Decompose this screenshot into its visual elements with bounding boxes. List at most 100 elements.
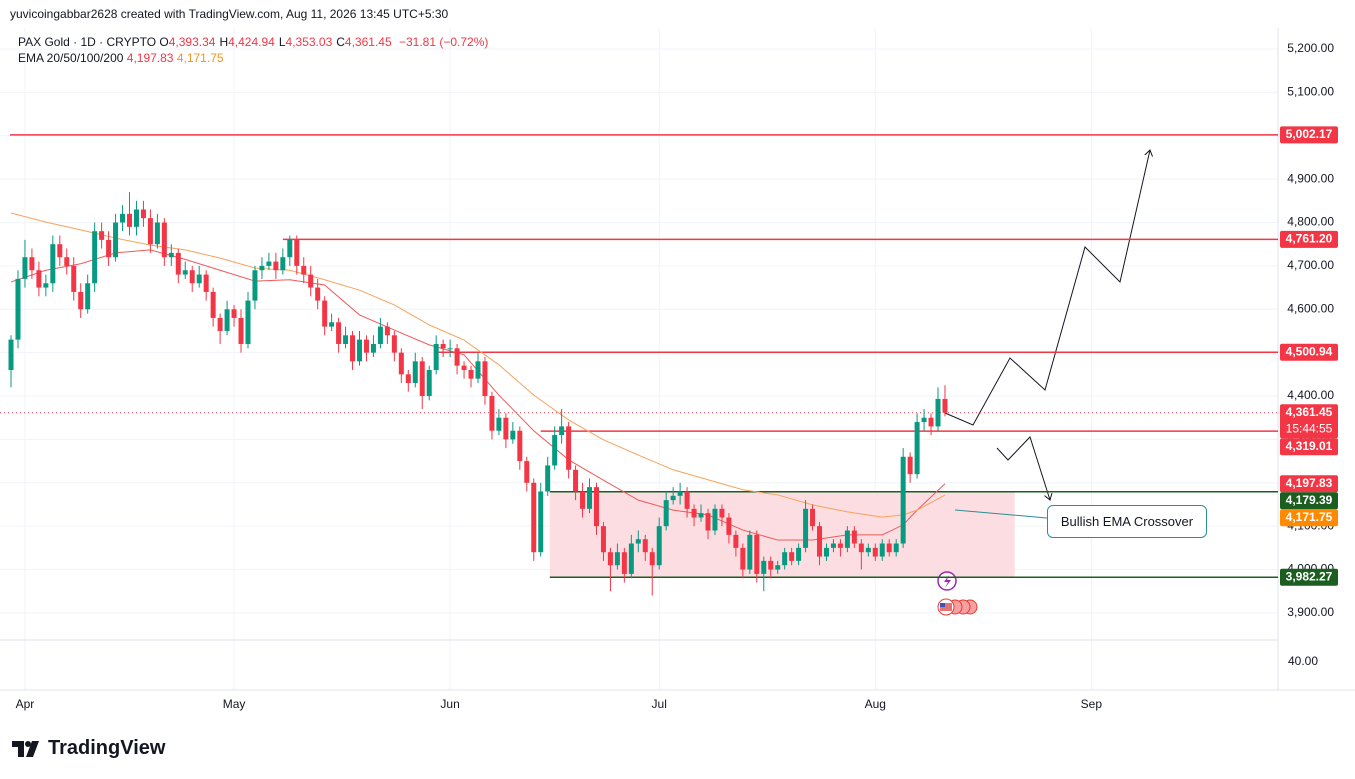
legend-row: PAX Gold · 1D · CRYPTO O4,393.34 H4,424.9…	[18, 35, 488, 49]
candle-body	[628, 543, 634, 574]
candle-body	[85, 283, 91, 310]
candle-body	[726, 517, 732, 535]
credit: yuvicoingabbar2628 created with TradingV…	[10, 7, 449, 21]
x-tick-label: Aug	[865, 697, 886, 711]
candle-body	[503, 417, 509, 440]
candle-body	[698, 513, 704, 518]
candle-body	[196, 274, 202, 284]
candle-body	[322, 300, 328, 327]
candle-body	[64, 257, 70, 266]
candle-body	[377, 326, 383, 344]
candle-body	[942, 398, 948, 413]
candle-body	[168, 252, 174, 258]
candle-body	[489, 396, 495, 431]
candle-body	[649, 552, 655, 566]
candle-body	[886, 543, 892, 553]
price-badge	[1280, 404, 1338, 439]
candle-body	[50, 244, 56, 284]
event-bolt	[944, 575, 951, 588]
change: −31.81 (−0.72%)	[398, 35, 489, 49]
ema-value: 4,197.83	[126, 51, 174, 65]
candle-body	[691, 508, 697, 518]
candle-body	[642, 539, 648, 553]
price-badge	[1280, 126, 1338, 144]
candle-body	[621, 552, 627, 574]
ohlc-value: 4,424.94	[228, 35, 275, 49]
countdown: 15:44:55	[1286, 421, 1333, 435]
candle-body	[329, 322, 335, 327]
candle-body	[308, 274, 314, 288]
candle-body	[273, 261, 279, 271]
candle-body	[140, 209, 146, 219]
candle-body	[545, 465, 551, 492]
candle-body	[475, 361, 481, 379]
candle-body	[71, 265, 77, 292]
candle-body	[705, 513, 711, 531]
candle-body	[879, 543, 885, 557]
candle-body	[384, 326, 390, 336]
candle-body	[552, 435, 558, 466]
candle-body	[524, 461, 530, 483]
candle-body	[747, 534, 753, 570]
candle-body	[461, 365, 467, 371]
candle-body	[217, 317, 223, 331]
candle-body	[496, 417, 502, 431]
candle-body	[433, 343, 439, 371]
price-badge	[1280, 475, 1338, 493]
annotation-pointer	[954, 509, 1048, 519]
candle-body	[203, 274, 209, 292]
candle-body	[412, 361, 418, 384]
candle-body	[587, 487, 593, 509]
y-tick-label: 4,700.00	[1287, 258, 1334, 272]
candle-body	[907, 456, 913, 475]
candle-body	[287, 239, 293, 258]
candle-body	[823, 547, 829, 557]
candle-body	[482, 361, 488, 397]
candle-body	[517, 430, 523, 462]
x-tick-label: Sep	[1081, 697, 1103, 711]
candle-body	[280, 257, 286, 271]
candle-body	[796, 547, 802, 561]
candle-body	[837, 543, 843, 548]
candle-body	[363, 339, 369, 353]
candle-body	[154, 222, 160, 245]
candle-body	[350, 335, 356, 362]
candle-body	[865, 547, 871, 553]
candle-body	[559, 426, 565, 436]
candle-body	[22, 257, 28, 279]
ohlc-key: C	[336, 35, 345, 49]
candle-body	[635, 539, 641, 544]
candle-body	[391, 335, 397, 353]
ema-line	[10, 212, 946, 518]
price-badge-label: 4,319.01	[1286, 439, 1333, 453]
annotation: Bullish EMA Crossover	[1047, 505, 1207, 538]
candle-body	[810, 508, 816, 527]
candle-body	[447, 348, 453, 350]
candle-body	[252, 270, 258, 301]
candle-body	[266, 261, 272, 266]
candle-body	[343, 335, 349, 344]
candle-body	[712, 508, 718, 531]
candle-body	[127, 213, 133, 227]
candle-body	[78, 291, 84, 310]
candle-body	[768, 560, 774, 570]
candle-body	[684, 491, 690, 509]
candle-body	[580, 491, 586, 509]
price-badge-label: 4,361.45	[1286, 405, 1333, 419]
candle-body	[614, 552, 620, 566]
candle-body	[161, 222, 167, 258]
candle-body	[175, 252, 181, 275]
candle-body	[210, 291, 216, 318]
candle-body	[817, 526, 823, 557]
candle-body	[775, 565, 781, 570]
price-badge	[1280, 343, 1338, 361]
y-tick-label: 3,900.00	[1287, 605, 1334, 619]
candle-body	[803, 508, 809, 548]
candle-body	[238, 317, 244, 344]
candle-body	[15, 278, 21, 340]
flag-icons	[937, 598, 978, 616]
candle-body	[754, 534, 760, 574]
candle-body	[851, 530, 857, 544]
